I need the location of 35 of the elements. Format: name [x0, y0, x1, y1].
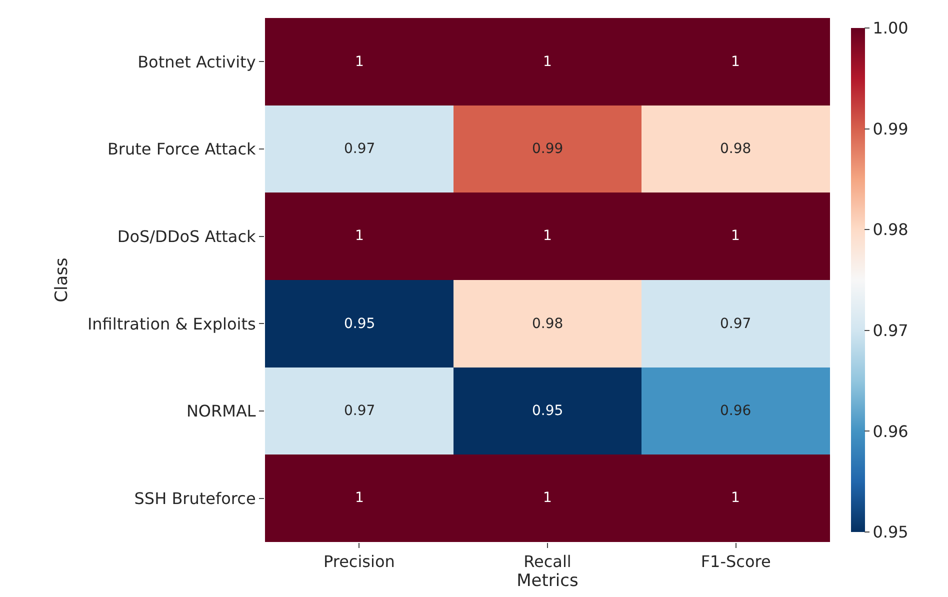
- y-tick-label: NORMAL: [186, 402, 256, 421]
- data-label: 0.97: [720, 316, 752, 332]
- data-label: 0.97: [344, 403, 376, 419]
- color-bar-label: 0.99: [872, 119, 908, 138]
- data-label: 0.98: [720, 141, 752, 157]
- data-label: 1: [355, 228, 364, 244]
- data-label: 0.95: [344, 316, 376, 332]
- x-tick-label: Precision: [323, 552, 395, 572]
- data-label: 0.97: [344, 141, 376, 157]
- x-tick-label: F1-Score: [700, 552, 771, 572]
- color-bar-label: 0.95: [872, 522, 908, 542]
- data-label: 1: [543, 490, 552, 506]
- color-bar-label: 0.98: [872, 220, 908, 240]
- data-label: 1: [355, 54, 364, 70]
- x-axis-title: Metrics: [516, 571, 578, 592]
- data-label: 1: [731, 54, 740, 70]
- x-tick-label: Recall: [524, 552, 572, 572]
- y-tick-label: DoS/DDoS Attack: [117, 226, 257, 246]
- color-bar-label: 1.00: [872, 18, 908, 38]
- data-label: 1: [543, 228, 552, 244]
- y-tick-label: Brute Force Attack: [107, 140, 257, 159]
- data-label: 1: [543, 54, 552, 70]
- data-label: 0.95: [532, 403, 564, 419]
- y-axis-title: Class: [52, 258, 72, 302]
- color-bar-label: 0.97: [872, 321, 908, 340]
- y-tick-label: Infiltration & Exploits: [87, 314, 256, 334]
- data-label: 0.98: [532, 316, 564, 332]
- color-bar-label: 0.96: [872, 422, 908, 441]
- data-label: 0.96: [720, 403, 752, 419]
- data-label: 1: [731, 490, 740, 506]
- y-tick-label: SSH Bruteforce: [134, 488, 256, 508]
- data-label: 1: [355, 490, 364, 506]
- data-label: 0.99: [532, 141, 564, 157]
- y-tick-label: Botnet Activity: [138, 52, 256, 72]
- data-label: 1: [731, 228, 740, 244]
